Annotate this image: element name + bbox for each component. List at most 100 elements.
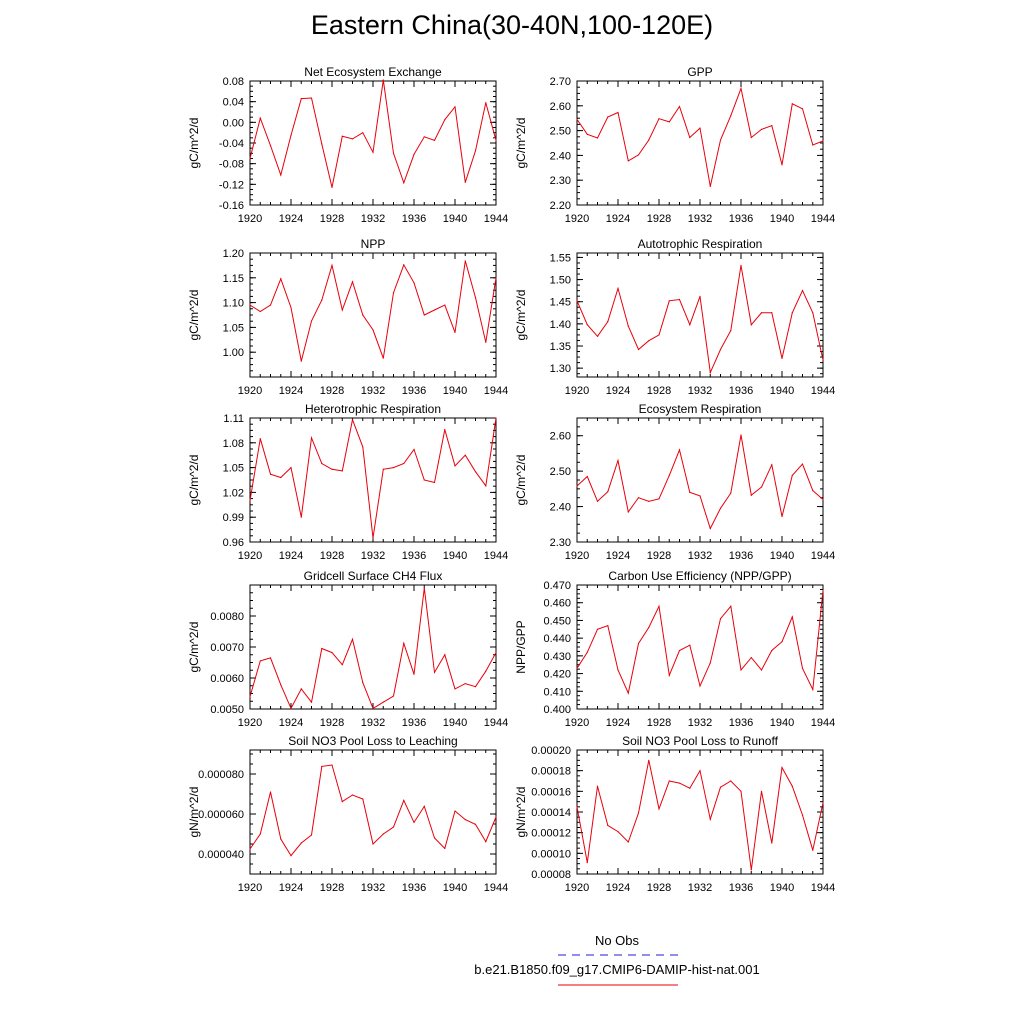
data-point <box>444 428 446 431</box>
y-tick-label: 0.000080 <box>198 769 244 781</box>
panel-title: Soil NO3 Pool Loss to Runoff <box>622 734 779 748</box>
x-tick-label: 1920 <box>565 882 589 894</box>
plot-frame <box>249 80 497 206</box>
x-tick-label: 1936 <box>729 882 753 894</box>
x-tick-label: 1928 <box>320 213 344 225</box>
data-point <box>454 810 456 812</box>
y-tick-label: 0.00016 <box>531 786 571 798</box>
data-point <box>310 701 313 703</box>
x-tick-label: 1936 <box>402 550 426 562</box>
data-point <box>607 824 609 827</box>
data-point <box>812 688 814 691</box>
y-tick-label: 2.30 <box>550 175 571 187</box>
y-tick-label: 0.0060 <box>210 673 244 685</box>
y-tick-label: 0.96 <box>223 537 244 549</box>
data-point <box>495 816 497 818</box>
data-point <box>658 498 660 500</box>
y-tick-label: 1.40 <box>550 319 571 331</box>
data-point <box>341 135 343 137</box>
data-point <box>300 842 302 844</box>
y-tick-label: 1.00 <box>223 347 244 359</box>
x-tick-label: 1940 <box>770 717 794 729</box>
x-tick-label: 1932 <box>688 213 712 225</box>
data-point <box>576 806 578 808</box>
y-tick-label: 2.30 <box>550 537 571 549</box>
data-point <box>362 132 364 134</box>
data-point <box>474 297 477 299</box>
data-point <box>627 692 629 694</box>
data-point <box>648 759 650 761</box>
x-tick-label: 1932 <box>688 550 712 562</box>
data-point <box>740 669 742 671</box>
x-tick-label: 1940 <box>770 213 794 225</box>
data-point <box>362 682 364 684</box>
x-tick-label: 1920 <box>565 550 589 562</box>
legend-model-label: b.e21.B1850.f09_g17.CMIP6-DAMIP-hist-nat… <box>474 962 760 977</box>
data-point <box>300 516 302 518</box>
data-point <box>280 838 282 840</box>
data-point <box>372 151 374 153</box>
y-tick-label: 2.60 <box>550 101 571 113</box>
data-point <box>300 360 302 362</box>
y-tick-label: 2.50 <box>550 126 571 138</box>
legend-obs-label: No Obs <box>594 933 640 948</box>
data-point <box>750 657 752 659</box>
x-tick-label: 1944 <box>484 717 508 729</box>
data-point <box>750 324 752 326</box>
y-tick-label: 0.08 <box>223 76 244 88</box>
y-tick-label: 0.0070 <box>210 642 244 654</box>
data-point <box>341 470 343 472</box>
data-point <box>678 782 681 784</box>
data-point <box>709 371 711 374</box>
y-tick-label: 2.60 <box>550 431 571 443</box>
data-point <box>392 826 395 828</box>
plot-frame <box>249 584 497 710</box>
data-point <box>290 707 292 709</box>
data-point <box>678 298 681 301</box>
data-point <box>495 139 497 142</box>
data-point <box>637 642 640 645</box>
data-point <box>730 329 732 332</box>
y-tick-label: 1.45 <box>550 297 571 309</box>
data-point <box>596 785 599 787</box>
y-tick-label: 1.08 <box>223 438 244 450</box>
x-tick-label: 1944 <box>484 882 508 894</box>
y-tick-label: 0.00020 <box>531 745 571 757</box>
x-tick-label: 1928 <box>320 385 344 397</box>
data-point <box>321 462 323 465</box>
panel-title: GPP <box>687 65 712 79</box>
data-point <box>781 766 783 769</box>
data-point <box>750 136 752 139</box>
panel-title: Autotrophic Respiration <box>638 237 763 251</box>
data-point <box>249 696 251 698</box>
series-line <box>576 86 824 187</box>
data-point <box>801 667 804 669</box>
data-point <box>382 833 384 835</box>
x-tick-label: 1932 <box>361 550 385 562</box>
data-point <box>403 182 405 184</box>
data-point <box>596 628 599 630</box>
y-tick-label: 0.00018 <box>531 766 571 778</box>
data-point <box>812 312 814 314</box>
y-tick-label: 0.00014 <box>531 807 571 819</box>
data-point <box>791 616 793 618</box>
data-point <box>351 281 354 283</box>
series-line <box>576 590 824 695</box>
data-point <box>495 417 497 419</box>
data-point <box>576 300 578 302</box>
x-tick-label: 1924 <box>606 385 630 397</box>
data-point <box>791 103 793 105</box>
data-point <box>433 139 436 142</box>
y-axis-label: gC/m^2/d <box>187 118 201 169</box>
x-tick-label: 1920 <box>238 550 262 562</box>
panel-9: Soil NO3 Pool Loss to LeachinggN/m^2/d0.… <box>187 734 508 894</box>
data-point <box>689 491 691 493</box>
data-point <box>290 134 292 136</box>
data-point <box>249 304 251 306</box>
x-tick-label: 1940 <box>443 385 467 397</box>
series-line <box>576 265 824 375</box>
data-point <box>403 642 405 644</box>
data-point <box>822 140 824 142</box>
data-point <box>637 348 640 351</box>
